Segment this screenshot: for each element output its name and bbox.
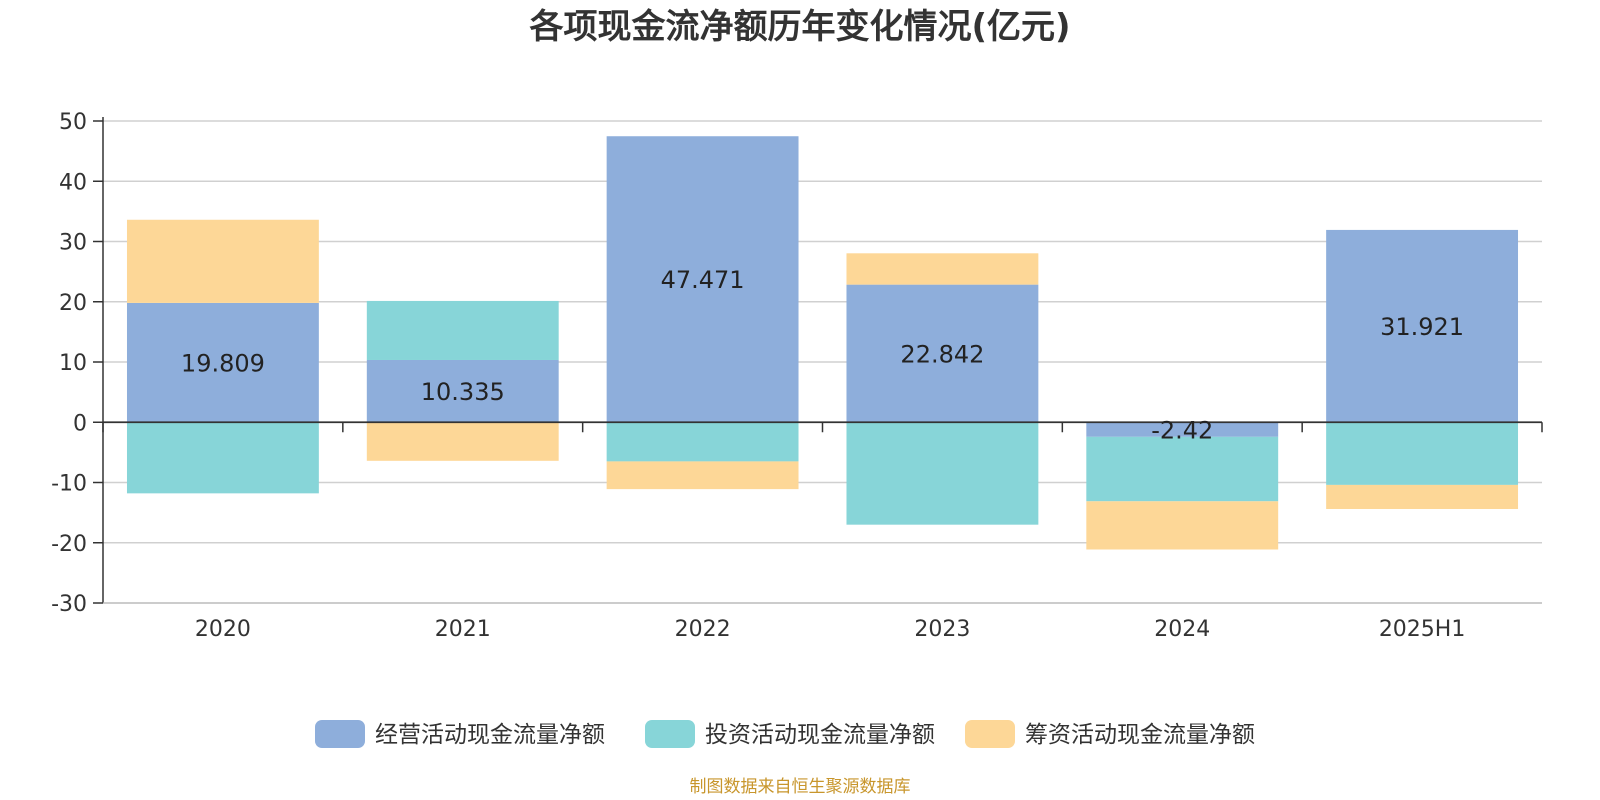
x-tick-label: 2024 — [1154, 617, 1210, 642]
y-axis: 50 40 30 20 10 0 -10 -20 -30 — [51, 110, 104, 617]
source-note: 制图数据来自恒生聚源数据库 — [690, 777, 911, 797]
y-tick-label: 10 — [59, 351, 87, 376]
bar-segment — [846, 284, 1039, 423]
legend-label: 投资活动现金流量净额 — [705, 722, 935, 748]
x-tick-label: 2021 — [435, 617, 491, 642]
y-tick-label: 50 — [59, 110, 87, 135]
y-tick-label: -10 — [51, 472, 87, 497]
bar-segment — [1086, 436, 1279, 502]
y-tick-label: 40 — [59, 170, 87, 195]
bars — [126, 136, 1519, 550]
bar-segment — [126, 219, 319, 303]
x-axis: 2020 2021 2022 2023 2024 2025H1 — [102, 421, 1543, 642]
legend-swatch — [645, 720, 695, 748]
legend-item[interactable]: 经营活动现金流量净额 — [315, 720, 605, 748]
bar-segment — [846, 253, 1039, 285]
bar-segment — [126, 302, 319, 423]
chart-title: 各项现金流净额历年变化情况(亿元) — [529, 7, 1070, 47]
x-tick-label: 2023 — [914, 617, 970, 642]
bar-segment — [1326, 229, 1519, 423]
bar-segment — [1086, 422, 1279, 437]
x-tick-label: 2022 — [675, 617, 731, 642]
bar-segment — [606, 461, 799, 490]
bar-segment — [366, 359, 559, 423]
legend-item[interactable]: 投资活动现金流量净额 — [645, 720, 935, 748]
data-label: -2.42 — [1151, 417, 1213, 445]
y-tick-label: 30 — [59, 231, 87, 256]
bar-segment — [126, 422, 319, 494]
data-label: 22.842 — [900, 340, 984, 368]
bar-segment — [1326, 422, 1519, 485]
bar-segment — [606, 422, 799, 462]
x-tick-label: 2020 — [195, 617, 251, 642]
data-label: 19.809 — [181, 350, 265, 378]
y-tick-label: -20 — [51, 532, 87, 557]
bar-segment — [1086, 501, 1279, 550]
bar-segment — [1326, 484, 1519, 510]
legend-swatch — [315, 720, 365, 748]
data-label: 10.335 — [421, 378, 505, 406]
legend-label: 筹资活动现金流量净额 — [1025, 722, 1255, 748]
y-tick-label: 20 — [59, 291, 87, 316]
bar-segment — [846, 422, 1039, 525]
bar-segment — [366, 300, 559, 360]
y-tick-label: -30 — [51, 592, 87, 617]
bar-segment — [366, 422, 559, 461]
legend-swatch — [965, 720, 1015, 748]
legend[interactable]: 经营活动现金流量净额 投资活动现金流量净额 筹资活动现金流量净额 — [315, 720, 1255, 748]
data-label: 47.471 — [661, 266, 745, 294]
data-labels: 19.809 10.335 47.471 22.842 -2.42 31.921 — [181, 266, 1464, 444]
data-label: 31.921 — [1380, 313, 1464, 341]
y-tick-label: 0 — [73, 411, 87, 436]
bar-segment — [606, 136, 799, 423]
x-tick-label: 2025H1 — [1379, 617, 1466, 642]
grid-lines — [103, 120, 1542, 604]
legend-item[interactable]: 筹资活动现金流量净额 — [965, 720, 1255, 748]
legend-label: 经营活动现金流量净额 — [375, 722, 605, 748]
